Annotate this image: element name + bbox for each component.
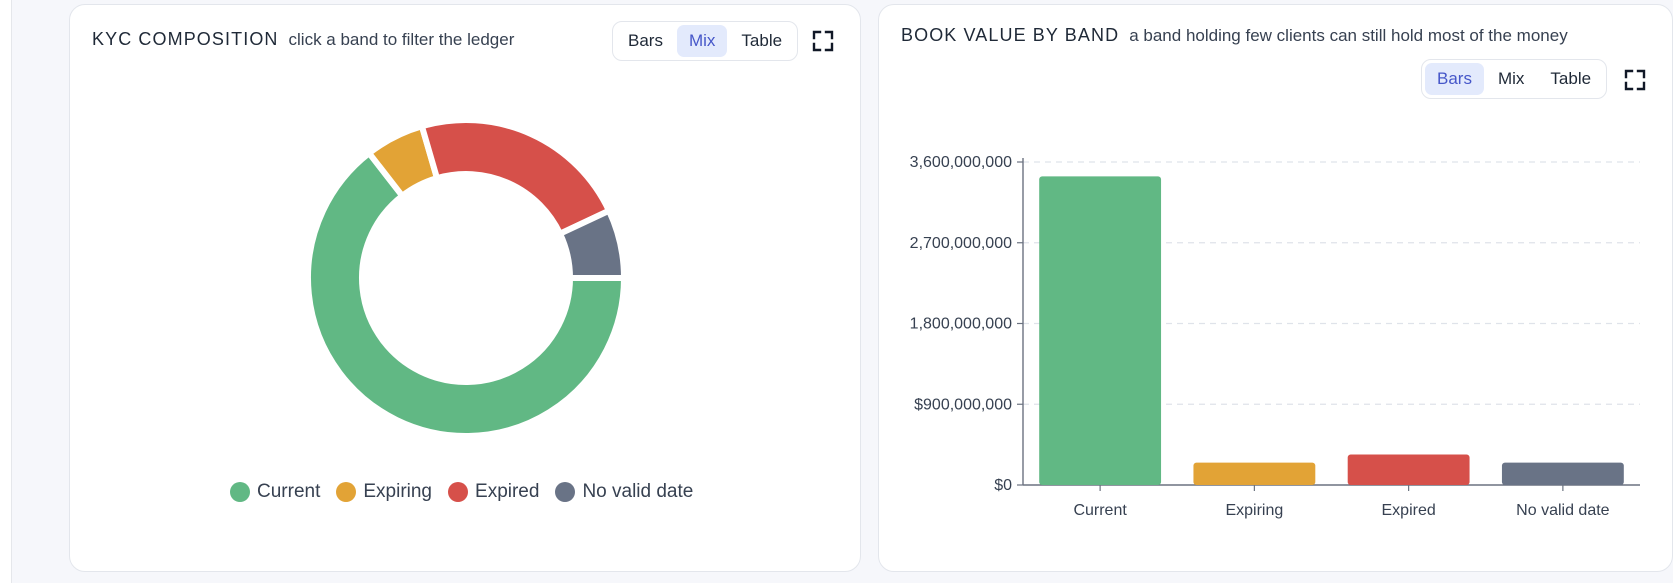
y-tick-label: 3,600,000,000 <box>910 154 1012 171</box>
y-tick-label: 2,700,000,000 <box>910 235 1012 252</box>
book-toggle-mix[interactable]: Mix <box>1497 69 1525 88</box>
bar-current[interactable] <box>1039 176 1162 485</box>
bar-expiring[interactable] <box>1193 462 1316 485</box>
expand-icon <box>812 30 834 52</box>
book-card-subtitle: a band holding few clients can still hol… <box>1129 26 1568 45</box>
x-tick-label: Expired <box>1382 502 1436 519</box>
bar-no-valid-date[interactable] <box>1501 462 1624 485</box>
book-toggle-bars[interactable]: Bars <box>1425 63 1484 95</box>
book-fullscreen-button[interactable] <box>1624 69 1646 91</box>
legend-item-expired[interactable]: Expired <box>448 481 539 503</box>
y-tick-label: $0 <box>994 477 1012 494</box>
kyc-donut-chart <box>305 117 628 439</box>
kyc-toggle-mix[interactable]: Mix <box>676 25 728 57</box>
kyc-fullscreen-button[interactable] <box>812 30 834 52</box>
donut-slice-current[interactable] <box>305 148 628 439</box>
legend-label-expired: Expired <box>475 481 540 502</box>
kyc-card-header: KYC COMPOSITION click a band to filter th… <box>92 29 514 50</box>
kyc-legend: Current Expiring Expired No valid date <box>230 481 693 503</box>
kyc-composition-card: KYC COMPOSITION click a band to filter th… <box>69 4 861 572</box>
legend-swatch-no-valid-date <box>555 482 576 502</box>
book-view-toggle: Bars Mix Table <box>1421 59 1608 99</box>
x-tick-label: No valid date <box>1516 502 1609 519</box>
book-value-card: BOOK VALUE BY BAND a band holding few cli… <box>878 4 1673 572</box>
y-tick-label: $900,000,000 <box>914 396 1012 413</box>
donut-slice-no-valid-date[interactable] <box>556 206 628 281</box>
legend-item-expiring[interactable]: Expiring <box>336 481 432 503</box>
kyc-toggle-bars[interactable]: Bars <box>628 31 663 50</box>
kyc-view-toggle: Bars Mix Table <box>612 21 799 61</box>
left-sidebar-edge <box>0 0 12 583</box>
legend-swatch-current <box>230 482 250 502</box>
kyc-card-subtitle: click a band to filter the ledger <box>288 30 515 49</box>
legend-item-no-valid-date[interactable]: No valid date <box>555 481 693 503</box>
legend-label-current: Current <box>257 481 321 502</box>
donut-slice-expired[interactable] <box>418 117 613 238</box>
y-tick-label: 1,800,000,000 <box>910 316 1012 333</box>
legend-swatch-expiring <box>336 482 357 502</box>
legend-item-current[interactable]: Current <box>230 481 320 503</box>
legend-label-expiring: Expiring <box>363 481 433 502</box>
book-toggle-table[interactable]: Table <box>1550 69 1592 88</box>
kyc-card-title: KYC COMPOSITION <box>92 29 279 49</box>
x-tick-label: Expiring <box>1225 502 1283 519</box>
book-value-bar-chart: $0 $900,000,000 1,800,000,000 2,700,000,000… <box>910 154 1640 519</box>
x-tick-label: Current <box>1073 502 1127 519</box>
expand-icon <box>1624 69 1646 91</box>
legend-swatch-expired <box>448 482 469 502</box>
legend-label-no-valid-date: No valid date <box>582 481 694 502</box>
kyc-toggle-table[interactable]: Table <box>741 31 783 50</box>
bar-expired[interactable] <box>1347 454 1470 485</box>
book-card-title: BOOK VALUE BY BAND <box>901 25 1120 45</box>
book-card-header: BOOK VALUE BY BAND a band holding few cli… <box>901 25 1568 46</box>
